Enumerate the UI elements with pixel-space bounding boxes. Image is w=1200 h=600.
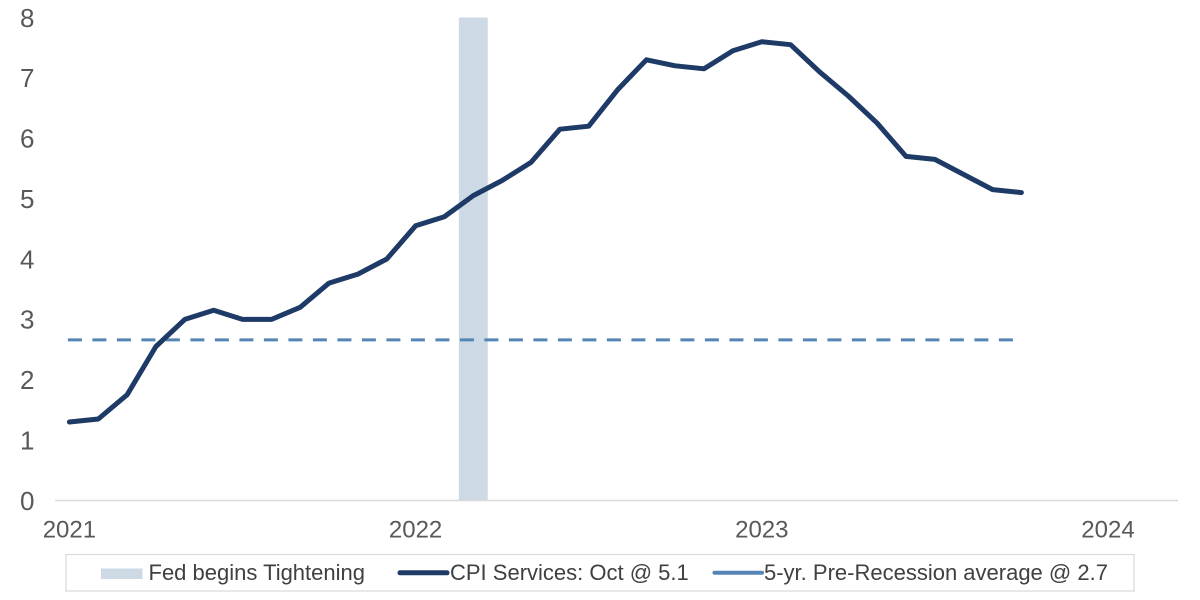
legend: Fed begins Tightening CPI Services: Oct … [65, 553, 1135, 592]
y-tick-label-5: 5 [20, 184, 34, 214]
x-axis-tick-labels: 2021 2022 2023 2024 [43, 517, 1135, 544]
y-tick-label-1: 1 [20, 425, 34, 455]
legend-label-pre-recession-average: 5-yr. Pre-Recession average @ 2.7 [764, 560, 1108, 585]
legend-label-cpi-services: CPI Services: Oct @ 5.1 [450, 560, 689, 585]
y-tick-label-3: 3 [20, 305, 34, 335]
x-tick-label-2021: 2021 [43, 517, 96, 544]
x-tick-label-2024: 2024 [1081, 517, 1134, 544]
y-tick-label-0: 0 [20, 486, 34, 516]
y-tick-label-6: 6 [20, 124, 34, 154]
legend-box [65, 553, 1135, 592]
x-tick-label-2023: 2023 [735, 517, 788, 544]
y-tick-label-4: 4 [20, 244, 34, 274]
y-axis-tick-labels: 0 1 2 3 4 5 6 7 8 [20, 3, 34, 516]
fed-tightening-band [458, 17, 488, 501]
legend-label-fed-tightening: Fed begins Tightening [149, 560, 366, 585]
y-tick-label-8: 8 [20, 3, 34, 33]
legend-swatch-fed-tightening [101, 568, 143, 579]
cpi-services-line [66, 39, 1024, 425]
y-tick-label-7: 7 [20, 63, 34, 93]
x-tick-label-2022: 2022 [389, 517, 442, 544]
y-tick-label-2: 2 [20, 365, 34, 395]
